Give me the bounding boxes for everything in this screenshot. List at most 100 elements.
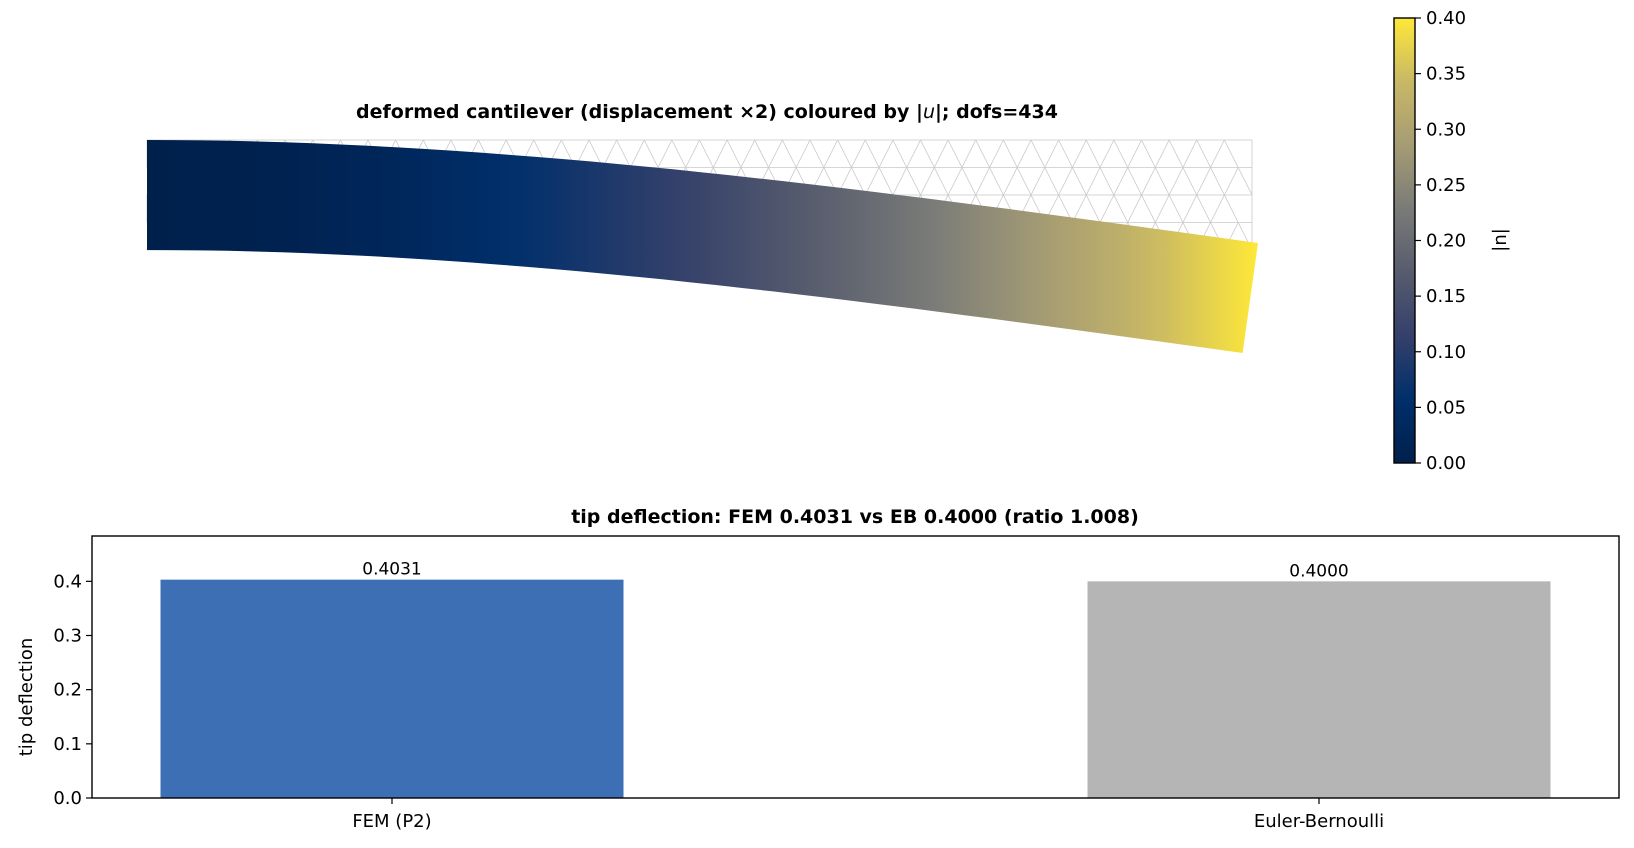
y-ticks: 0.0 0.1 0.2 0.3 0.4 [53, 571, 92, 809]
colorbar-ticks: 0.00 0.05 0.10 0.15 0.20 0.25 0.30 0.35 0.40 [1415, 8, 1466, 474]
mesh-edge [1085, 167, 1101, 196]
y-tick-label: 0.3 [53, 626, 82, 647]
mesh-edge [947, 167, 963, 196]
mesh-edge [1196, 167, 1211, 196]
x-tick-label: FEM (P2) [352, 811, 431, 832]
colorbar-gradient [1394, 18, 1415, 463]
mesh-edge [1141, 194, 1156, 223]
mesh-edge [864, 139, 880, 168]
mesh-edge [1113, 139, 1129, 168]
mesh-edge [1127, 194, 1142, 223]
cantilever-title: deformed cantilever (displacement ×2) co… [356, 101, 1058, 123]
mesh-edge [878, 139, 894, 168]
deformed-beam [147, 140, 1258, 353]
mesh-edge [671, 139, 687, 168]
mesh-edge [1113, 194, 1129, 223]
mesh-edge [892, 139, 908, 168]
mesh-edge [1168, 194, 1184, 223]
colorbar-tick-label: 0.20 [1426, 231, 1466, 252]
mesh-edge [975, 139, 990, 168]
colorbar-tick-label: 0.35 [1426, 64, 1466, 85]
mesh-edge [1196, 139, 1211, 168]
mesh-edge [657, 139, 673, 168]
mesh-edge [906, 167, 921, 196]
mesh-edge [864, 167, 880, 196]
mesh-edge [740, 139, 756, 168]
mesh-edge [712, 139, 728, 168]
mesh-edge [1196, 194, 1211, 223]
mesh-edge [1127, 167, 1142, 196]
mesh-edge [795, 139, 811, 168]
colorbar-tick-label: 0.10 [1426, 342, 1466, 363]
mesh-edge [823, 139, 838, 168]
mesh-edge [1085, 139, 1101, 168]
y-tick-label: 0.2 [53, 680, 82, 701]
bar-title: tip deflection: FEM 0.4031 vs EB 0.4000 … [571, 506, 1139, 528]
mesh-edge [1224, 139, 1239, 168]
mesh-edge [1182, 167, 1198, 196]
mesh-edge [906, 139, 921, 168]
y-tick-label: 0.4 [53, 571, 82, 592]
mesh-edge [754, 139, 769, 168]
mesh-edge [837, 139, 852, 168]
mesh-edge [1030, 167, 1046, 196]
mesh-edge [975, 167, 990, 196]
bar [1087, 581, 1551, 798]
bar-panel: tip deflection: FEM 0.4031 vs EB 0.4000 … [16, 506, 1620, 832]
bar-axes-frame [91, 535, 1620, 799]
colorbar-tick-label: 0.00 [1426, 453, 1466, 474]
mesh-edge [1154, 194, 1170, 223]
mesh-edge [1224, 167, 1239, 196]
mesh-edge [933, 139, 949, 168]
x-tick-label: Euler-Bernoulli [1254, 811, 1384, 832]
colorbar-tick-label: 0.05 [1426, 397, 1466, 418]
mesh-edge [1141, 167, 1156, 196]
mesh-edge [1072, 139, 1087, 168]
mesh-edge [892, 167, 908, 196]
mesh-edge [1044, 167, 1059, 196]
colorbar-tick-label: 0.30 [1426, 119, 1466, 140]
mesh-edge [1016, 139, 1032, 168]
mesh-edge [851, 139, 866, 168]
mesh-edge [947, 139, 963, 168]
mesh-edge [1003, 139, 1018, 168]
mesh-edge [1030, 139, 1046, 168]
mesh-edge [961, 139, 977, 168]
mesh-edge [643, 139, 659, 168]
bars: 0.4031 0.4000 [160, 560, 1551, 798]
mesh-edge [685, 139, 700, 168]
mesh-edge [1168, 139, 1184, 168]
mesh-edge [1141, 139, 1156, 168]
colorbar: 0.00 0.05 0.10 0.15 0.20 0.25 0.30 0.35 0.40 |u| [1393, 8, 1512, 474]
mesh-edge [1237, 167, 1253, 196]
mesh-edge [933, 167, 949, 196]
mesh-edge [1044, 139, 1059, 168]
mesh-edge [1058, 139, 1073, 168]
colorbar-tick-label: 0.40 [1426, 8, 1466, 29]
bar-value-label: 0.4000 [1289, 561, 1348, 581]
mesh-edge [1210, 194, 1225, 223]
mesh-edge [1113, 167, 1129, 196]
y-tick-label: 0.1 [53, 734, 82, 755]
mesh-edge [920, 167, 935, 196]
mesh-edge [1085, 194, 1101, 223]
x-ticks: FEM (P2) Euler-Bernoulli [352, 798, 1384, 832]
y-tick-label: 0.0 [53, 788, 82, 809]
mesh-edge [768, 139, 783, 168]
colorbar-tick-label: 0.25 [1426, 175, 1466, 196]
mesh-edge [1182, 139, 1198, 168]
mesh-edge [1182, 194, 1198, 223]
mesh-edge [1099, 139, 1115, 168]
mesh-edge [1210, 139, 1225, 168]
mesh-edge [1127, 139, 1142, 168]
mesh-edge [989, 167, 1004, 196]
mesh-edge [1058, 167, 1073, 196]
mesh-edge [878, 167, 894, 196]
mesh-edge [1099, 194, 1115, 223]
bar [160, 579, 624, 798]
mesh-edge [1003, 167, 1018, 196]
mesh-edge [1154, 139, 1170, 168]
mesh-edge [1224, 194, 1239, 223]
mesh-edge [1072, 167, 1087, 196]
